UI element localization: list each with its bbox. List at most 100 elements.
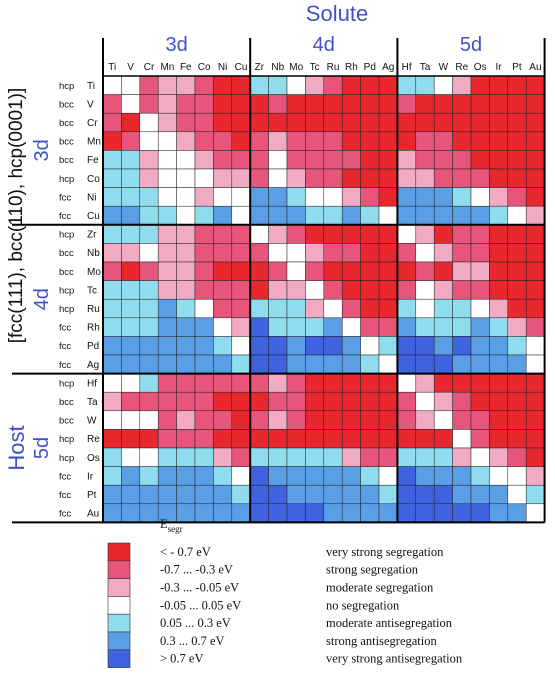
legend-range-label-5: 0.3 ... 0.7 eV [160,634,225,648]
heatmap-cell-Re-Pt [507,429,527,449]
heatmap-cell-Zr-Mo [286,224,306,244]
heatmap-cell-Nb-Ag [378,243,398,263]
heatmap-cell-Ir-W [433,466,453,486]
host-structure-Cu: fcc [59,211,71,222]
solute-label-Nb: Nb [271,62,284,73]
legend-swatch-0 [107,542,131,562]
heatmap-cell-Pt-Os [470,484,490,505]
heatmap-cell-Ta-W [433,391,453,412]
solute-label-Cu: Cu [235,62,248,73]
heatmap-cell-Ir-Ni [213,466,233,486]
heatmap-cell-Fe-Ni [213,150,233,170]
heatmap-cell-Zr-Mn [157,224,177,244]
heatmap-cell-Tc-Cr [139,280,159,300]
heatmap-cell-Cu-Au [525,205,545,226]
solute-label-W: W [439,62,449,73]
heatmap-cell-Nb-Cu [231,243,251,263]
heatmap-cell-W-Os [470,410,490,430]
heatmap-cell-Tc-Rh [341,280,361,300]
heatmap-cell-Fe-Tc [305,150,325,170]
heatmap-cell-W-Pd [360,410,380,430]
host-structure-Re: hcp [59,434,74,445]
heatmap-cell-Ni-Nb [268,187,288,207]
heatmap-cell-Ni-Cu [231,187,251,207]
heatmap-cell-V-Ti [102,94,122,114]
heatmap-cell-Cu-Nb [268,205,288,226]
heatmap-cell-Ni-Rh [341,187,361,207]
heatmap-cell-Co-Ti [102,168,122,188]
heatmap-cell-Pt-Mo [286,484,306,505]
heatmap-cell-Ta-Mo [286,391,306,412]
heatmap-cell-Ru-Zr [249,298,269,319]
heatmap-cell-Tc-Ta [415,280,435,300]
heatmap-cell-Os-Hf [397,447,417,467]
heatmap-cell-Ni-Ru [323,187,343,207]
heatmap-cell-Mn-Os [470,131,490,151]
heatmap-cell-Co-Nb [268,168,288,188]
heatmap-cell-Pt-Tc [305,484,325,505]
heatmap-cell-Os-Co [194,447,214,467]
heatmap-cell-Au-Mo [286,503,306,523]
heatmap-cell-Os-Pd [360,447,380,467]
heatmap-cell-Mn-Zr [249,131,269,151]
host-structure-Pt: fcc [59,490,71,501]
heatmap-cell-Nb-Zr [249,243,269,263]
heatmap-cell-Pd-Cr [139,336,159,356]
heatmap-cell-Ti-Co [194,75,214,95]
heatmap-cell-Mn-Nb [268,131,288,151]
heatmap-cell-Cu-Pt [507,205,527,226]
heatmap-cell-Ti-V [121,75,141,95]
heatmap-cell-Pd-Re [452,336,472,356]
heatmap-cell-Hf-Ni [213,373,233,393]
heatmap-cell-Ti-Hf [397,75,417,95]
heatmap-cell-Zr-Nb [268,224,288,244]
heatmap-cell-V-Nb [268,94,288,114]
heatmap-cell-Co-Au [525,168,545,188]
heatmap-cell-Ta-Ni [213,391,233,412]
heatmap-cell-Ti-Ir [489,75,509,95]
heatmap-cell-V-Pd [360,94,380,114]
heatmap-cell-V-W [433,94,453,114]
host-structure-Ir: fcc [59,471,71,482]
heatmap-cell-Mo-Au [525,261,545,281]
heatmap-cell-Mn-Mo [286,131,306,151]
heatmap-cell-Ru-Pd [360,298,380,319]
heatmap-cell-Cr-Zr [249,112,269,133]
heatmap-cell-Ir-Ag [378,466,398,486]
heatmap-cell-Hf-Os [470,373,490,393]
heatmap-cell-Rh-Co [194,317,214,337]
heatmap-cell-Ru-Cu [231,298,251,319]
heatmap-dividers [12,38,546,524]
heatmap-cell-Ti-Fe [176,75,196,95]
heatmap-cell-Rh-Re [452,317,472,337]
heatmap-cell-Pd-Ta [415,336,435,356]
heatmap-cell-Rh-Fe [176,317,196,337]
heatmap-cell-W-W [433,410,453,430]
heatmap-cell-Tc-Co [194,280,214,300]
heatmap-cell-Tc-Tc [305,280,325,300]
heatmap-cell-Nb-Cr [139,243,159,263]
heatmap-cell-Co-Ni [213,168,233,188]
heatmap-cell-Ni-Ir [489,187,509,207]
heatmap-cell-Re-Mo [286,429,306,449]
solute-label-Ta: Ta [420,62,431,73]
heatmap-cell-Ru-Au [525,298,545,319]
legend-description-6: very strong antisegregation [326,652,463,666]
heatmap-cell-Co-Mn [157,168,177,188]
heatmap-cell-Mn-Ti [102,131,122,151]
heatmap-cell-Ag-Os [470,354,490,374]
solute-label-V: V [127,62,134,73]
heatmap-cell-Cr-Ni [213,112,233,133]
heatmap-cell-Ti-Tc [305,75,325,95]
heatmap-cell-Cr-Mn [157,112,177,133]
host-element-Cu: Cu [87,211,100,222]
heatmap-cell-Zr-Ir [489,224,509,244]
heatmap-cell-Ni-Mn [157,187,177,207]
heatmap-cell-Ta-Pd [360,391,380,412]
heatmap-cell-Ni-Cr [139,187,159,207]
heatmap-cell-Co-W [433,168,453,188]
heatmap-cell-Ni-Au [525,187,545,207]
host-structure-Ru: hcp [59,304,74,315]
heatmap-cell-Ta-Nb [268,391,288,412]
heatmap-cell-Nb-Os [470,243,490,263]
